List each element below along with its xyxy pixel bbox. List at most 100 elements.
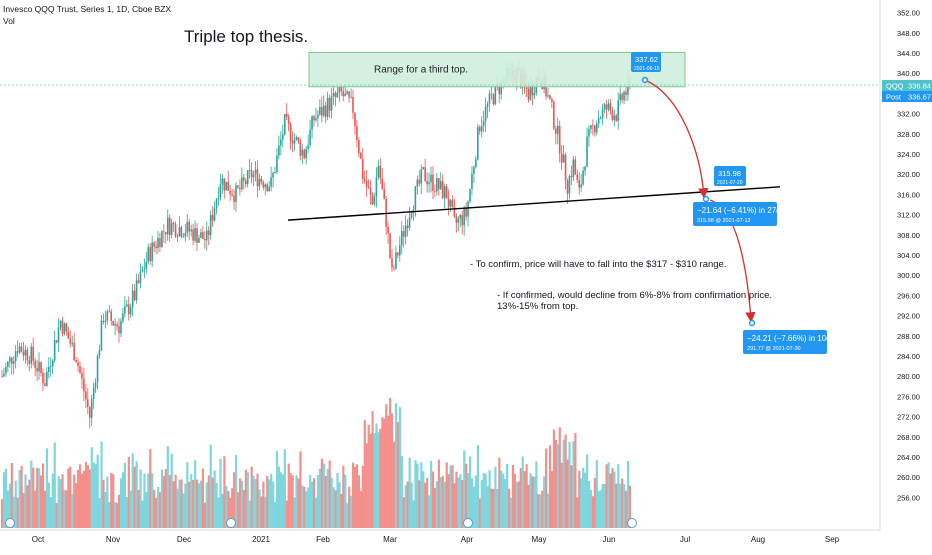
volume-bar <box>184 483 187 528</box>
candle-body <box>393 267 395 269</box>
volume-bar <box>346 503 349 528</box>
candle-body <box>258 178 261 187</box>
volume-bar <box>556 444 559 528</box>
time-axis[interactable]: Oct Nov Dec 2021 Feb Mar Apr May Jun Jul Aug Sep <box>32 535 840 544</box>
candle-body <box>229 190 231 195</box>
candle-body <box>295 137 298 140</box>
range-box-label: Range for a third top. <box>374 65 468 76</box>
candle-body <box>317 114 319 119</box>
measure-box-2[interactable]: −24.21 (−7.66%) in 10d 291.77 @ 2021-07-… <box>743 330 831 354</box>
candle-body <box>122 313 124 322</box>
volume-bar <box>162 476 166 528</box>
volume-bar <box>504 479 507 528</box>
candle-body <box>225 181 228 191</box>
candle-body <box>617 100 619 121</box>
candle-body <box>46 371 48 386</box>
volume-bar <box>455 471 458 528</box>
volume-bar <box>359 491 362 528</box>
volume-bar <box>467 473 470 528</box>
candle-body <box>459 214 462 219</box>
candle-body <box>480 125 483 132</box>
time-tick-label: 2021 <box>252 535 270 544</box>
candle-body <box>381 178 384 189</box>
candle-body <box>168 217 171 235</box>
callout-confirm[interactable]: 315.98 2021-07-20 <box>714 166 746 186</box>
volume-bar <box>96 454 99 528</box>
candle-body <box>346 91 348 94</box>
volume-bar <box>486 486 489 528</box>
candle-body <box>399 245 401 256</box>
candle-body <box>200 232 202 238</box>
volume-bar <box>615 483 618 528</box>
volume-bar <box>603 483 606 528</box>
measure-1-detail: 315.98 @ 2021-07-12 <box>697 218 751 224</box>
volume-bar <box>153 489 156 528</box>
candle-body <box>77 362 79 366</box>
candle-body <box>5 366 7 374</box>
candle-body <box>274 172 276 173</box>
candle-body <box>529 86 532 100</box>
candle-body <box>494 84 497 105</box>
volume-bar <box>227 490 230 528</box>
candle-body <box>488 93 491 104</box>
volume-bar <box>231 488 234 528</box>
symbol-info: Invesco QQQ Trust, Series 1, 1D, Cboe BZ… <box>3 4 172 14</box>
volume-bar <box>488 470 491 528</box>
callout-top[interactable]: 337.62 2021-06-15 <box>631 52 661 72</box>
volume-bar <box>607 462 610 528</box>
volume-bar <box>236 492 240 528</box>
candle-body <box>293 139 296 144</box>
volume-bar <box>287 463 290 528</box>
volume-bar <box>513 473 517 528</box>
volume-bar <box>338 482 341 528</box>
volume-bar <box>106 476 109 528</box>
price-axis[interactable]: 352.00348.00344.00340.00336.00332.00328.… <box>897 9 920 503</box>
volume-bar <box>127 456 130 528</box>
candle-body <box>165 232 167 235</box>
volume-bar <box>221 493 224 528</box>
candle-body <box>361 158 364 179</box>
candle-body <box>389 233 391 259</box>
volume-bar <box>135 461 138 528</box>
candle-body <box>418 179 421 184</box>
candle-body <box>467 201 469 217</box>
candle-body <box>55 340 58 343</box>
candle-body <box>553 102 555 129</box>
candle-body <box>473 167 475 174</box>
candle-body <box>48 366 50 372</box>
candle-body <box>112 320 114 326</box>
candle-body <box>367 186 370 189</box>
volume-bar <box>133 466 136 528</box>
candle-body <box>477 127 479 160</box>
price-tick-label: 340.00 <box>897 69 920 78</box>
volume-bar <box>160 469 164 528</box>
volume-bar <box>389 398 392 528</box>
candle-body <box>549 95 551 100</box>
volume-bar <box>433 487 437 528</box>
volume-bar <box>566 459 569 528</box>
candle-body <box>307 145 309 149</box>
volume-bar <box>490 488 493 528</box>
candle-body <box>490 93 493 95</box>
volume-bar <box>20 465 23 528</box>
volume-bar <box>244 469 247 528</box>
volume-bar <box>441 475 444 528</box>
volume-bar <box>248 500 251 528</box>
volume-bar <box>90 447 93 528</box>
post-tag-label: Post <box>886 93 902 102</box>
candle-body <box>75 360 77 363</box>
projection-arrow-1[interactable] <box>644 79 709 199</box>
confirm-marker <box>702 195 710 203</box>
candle-body <box>619 93 621 101</box>
neckline-trendline[interactable] <box>287 186 781 221</box>
candle-body <box>239 187 241 190</box>
volume-bar <box>155 497 158 528</box>
volume-bar <box>457 477 460 528</box>
candle-body <box>414 186 417 210</box>
volume-bar <box>30 460 33 528</box>
candle-body <box>356 126 358 141</box>
candle-body <box>449 200 452 207</box>
third-top-range-box[interactable] <box>308 51 686 88</box>
measure-box-1[interactable]: −21.64 (−6.41%) in 27d 315.98 @ 2021-07-… <box>693 202 781 226</box>
